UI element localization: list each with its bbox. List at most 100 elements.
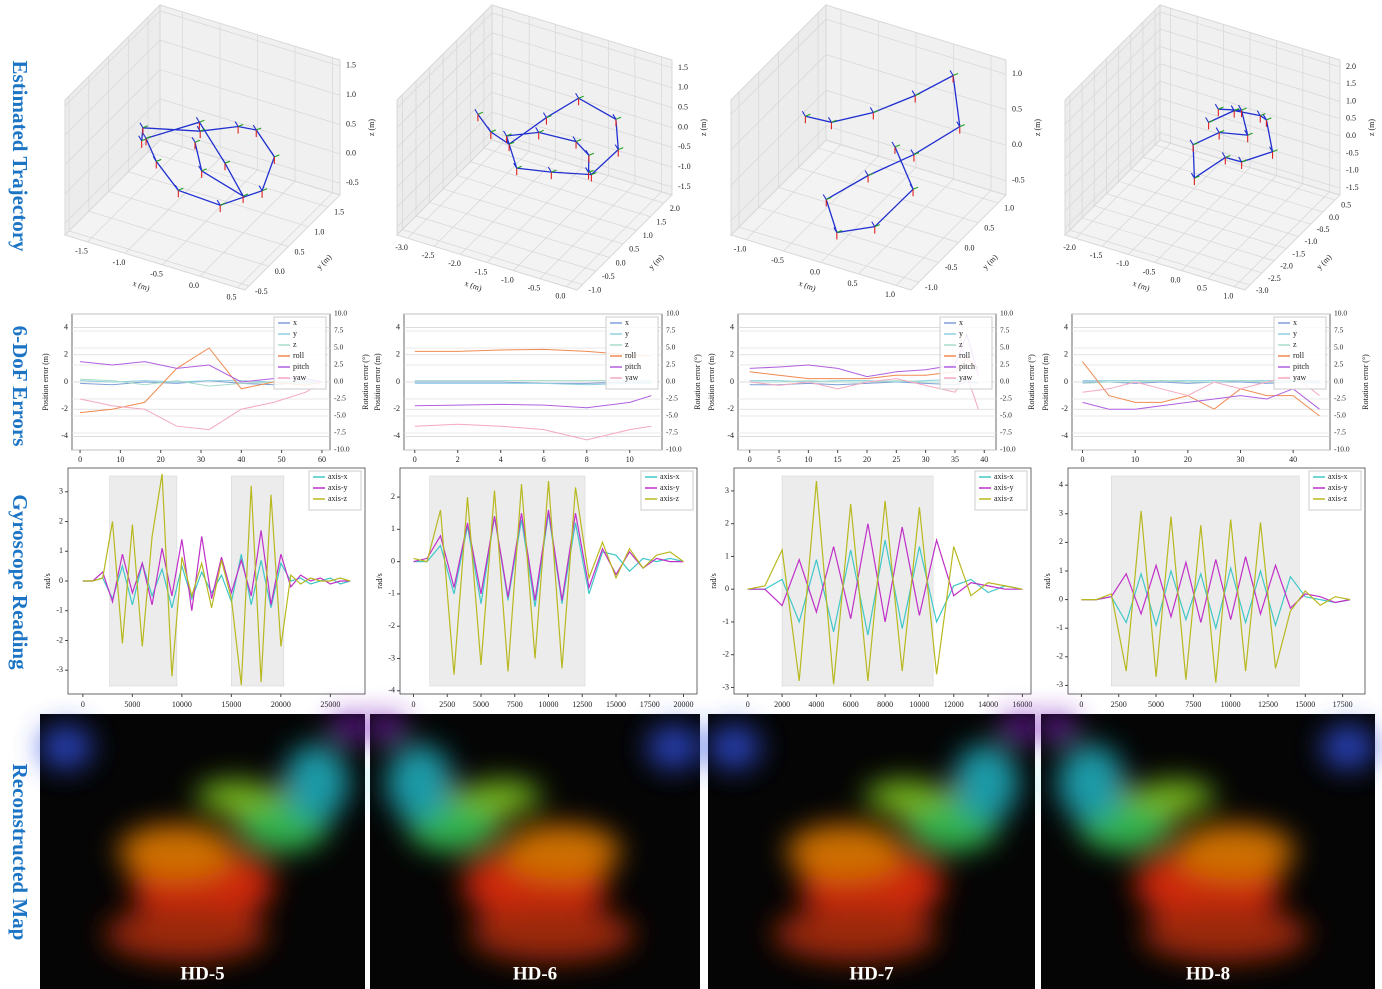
y-axis-label: Position error (m)	[1041, 353, 1050, 411]
x-tick-label: 0	[413, 455, 417, 464]
y-tick-label: 0	[396, 377, 400, 386]
z-tick-label: 1.0	[678, 83, 688, 92]
x-tick-label: 60	[318, 455, 326, 464]
map-blob	[1058, 744, 1125, 821]
legend-label: z	[625, 340, 629, 349]
x-tick-label: 6	[542, 455, 546, 464]
y-tick-label: 2	[64, 350, 68, 359]
x-tick-label: 40	[1289, 455, 1297, 464]
y-axis-label: Position error (m)	[373, 353, 382, 411]
legend-label: x	[625, 318, 629, 327]
x-tick-label: 0	[1081, 455, 1085, 464]
y-tick-label: 1.0	[1004, 204, 1014, 213]
y-tick-label: 3	[725, 486, 729, 495]
map-blob	[284, 744, 349, 821]
map-blob	[1322, 725, 1375, 769]
y2-tick-label: 5.0	[1000, 343, 1010, 352]
x-tick-label: -1.5	[475, 267, 488, 276]
y2-tick-label: 7.5	[1000, 326, 1010, 335]
map-blob	[196, 780, 274, 813]
map-blob	[118, 824, 235, 879]
x-tick-label: 6000	[843, 700, 859, 709]
x-tick-label: 10	[1131, 455, 1139, 464]
y-tick-label: 4	[1064, 322, 1068, 331]
y-axis-label: rad/s	[375, 573, 384, 589]
x-tick-label: 20000	[271, 700, 291, 709]
map-blob	[367, 714, 407, 742]
y-tick-label: 1	[59, 546, 63, 555]
legend-label: axis-y	[660, 483, 680, 492]
y-tick-label: 1	[725, 551, 729, 560]
x-tick-label: -1.0	[501, 275, 514, 284]
y2-tick-label: 10.0	[334, 309, 347, 318]
z-tick-label: 1.5	[1346, 79, 1356, 88]
map-blob	[329, 714, 368, 742]
z-axis-label: z (m)	[1033, 119, 1042, 136]
x-tick-label: 50	[278, 455, 286, 464]
y-tick-label: -4	[1061, 431, 1068, 440]
legend-label: pitch	[625, 362, 641, 371]
map-blob	[999, 714, 1038, 742]
y-tick-label: 4	[64, 322, 68, 331]
y-tick-label: 1.5	[334, 208, 344, 217]
y-tick-label: 0.5	[629, 245, 639, 254]
y-axis-label: rad/s	[1043, 573, 1052, 589]
y-tick-label: 2	[1064, 350, 1068, 359]
y2-tick-label: 2.5	[666, 360, 676, 369]
y-tick-label: -2	[393, 404, 400, 413]
y-tick-label: 0.0	[1329, 213, 1339, 222]
x-tick-label: 10	[626, 455, 634, 464]
x-tick-label: 10000	[1221, 700, 1241, 709]
y-tick-label: -0.5	[945, 263, 958, 272]
y2-tick-label: 7.5	[666, 326, 676, 335]
z-tick-label: -0.5	[346, 178, 359, 187]
y-tick-label: -1.0	[1305, 237, 1318, 246]
y-tick-label: 1	[1059, 566, 1063, 575]
x-tick-label: 5000	[473, 700, 489, 709]
x-tick-label: -1.0	[734, 244, 747, 253]
y-tick-label: 2	[730, 350, 734, 359]
x-tick-label: 40	[237, 455, 245, 464]
x-tick-label: 5000	[124, 700, 140, 709]
y2-tick-label: 5.0	[666, 343, 676, 352]
y2-tick-label: -2.5	[334, 394, 346, 403]
x-tick-label: 14000	[978, 700, 998, 709]
legend-label: roll	[959, 351, 971, 360]
x-tick-label: 20	[157, 455, 165, 464]
y2-tick-label: 10.0	[1000, 309, 1013, 318]
x-tick-label: 15000	[221, 700, 241, 709]
y2-axis-label: Rotation error (°)	[1361, 354, 1370, 410]
legend-label: y	[1293, 329, 1297, 338]
x-tick-label: -1.5	[75, 247, 88, 256]
map-blob	[786, 824, 904, 879]
y-tick-label: -0.5	[602, 272, 615, 281]
y-tick-label: -1	[1056, 623, 1063, 632]
y-tick-label: 0.5	[295, 247, 305, 256]
z-tick-label: 1.0	[1012, 69, 1022, 78]
y-tick-label: 0.0	[965, 243, 975, 252]
z-tick-label: -0.5	[678, 142, 691, 151]
x-tick-label: 20	[1184, 455, 1192, 464]
row-label: Estimated Trajectory	[8, 60, 32, 252]
map-blob	[387, 744, 453, 821]
x-tick-label: -0.5	[771, 256, 784, 265]
x-tick-label: 20	[863, 455, 871, 464]
x-tick-label: 10000	[909, 700, 929, 709]
legend-label: roll	[625, 351, 637, 360]
map-label: HD-6	[513, 963, 557, 984]
z-tick-label: -1.5	[1346, 183, 1359, 192]
y-tick-label: 0	[1059, 594, 1063, 603]
y-tick-label: 4	[730, 322, 734, 331]
legend-label: yaw	[1293, 373, 1307, 382]
y2-tick-label: 0.0	[1000, 377, 1010, 386]
y-tick-label: 0	[391, 556, 395, 565]
legend-label: y	[959, 329, 963, 338]
y-tick-label: 1.0	[643, 231, 653, 240]
row-label: 6-DoF Errors	[8, 326, 32, 447]
y-axis-label: y (m)	[981, 252, 1000, 271]
x-axis-label: x (m)	[463, 279, 483, 294]
map-blob	[105, 907, 268, 962]
y-tick-label: -2.0	[1280, 262, 1293, 271]
legend-label: axis-x	[328, 472, 348, 481]
x-tick-label: 0	[81, 700, 85, 709]
